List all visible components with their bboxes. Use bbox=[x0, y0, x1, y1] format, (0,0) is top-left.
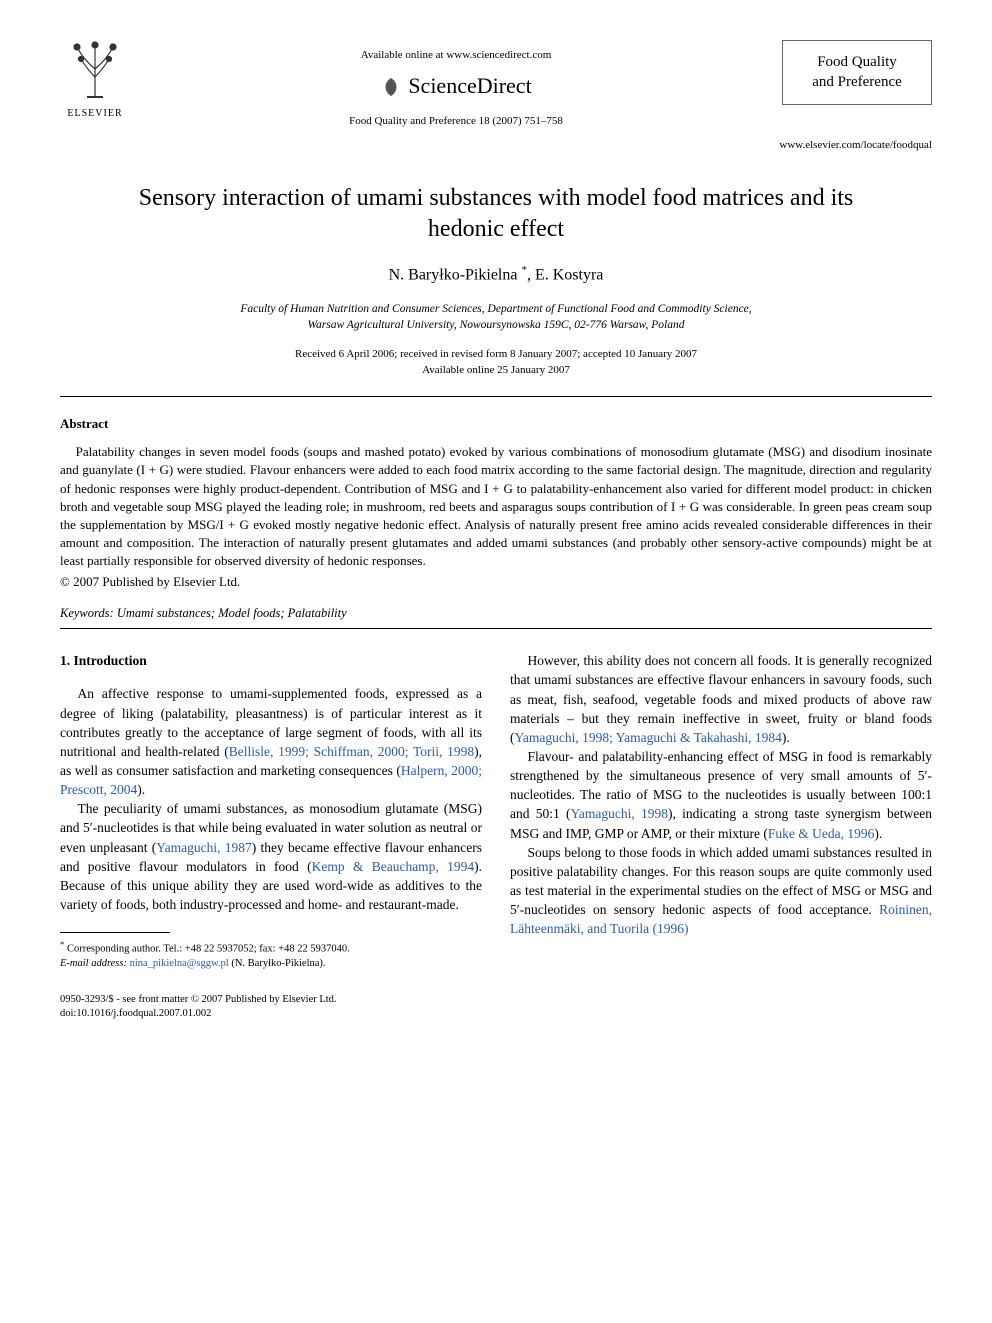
article-title: Sensory interaction of umami substances … bbox=[100, 183, 892, 245]
intro-para-2: The peculiarity of umami substances, as … bbox=[60, 799, 482, 914]
section-1-heading: 1. Introduction bbox=[60, 651, 482, 670]
footnote-line1: * Corresponding author. Tel.: +48 22 593… bbox=[60, 939, 482, 957]
intro-para-4: Flavour- and palatability-enhancing effe… bbox=[510, 747, 932, 843]
p4-text-c: ). bbox=[874, 826, 882, 841]
footnote-rule bbox=[60, 932, 170, 933]
keywords-value: Umami substances; Model foods; Palatabil… bbox=[117, 606, 347, 620]
author-line: N. Baryłko-Pikielna *, E. Kostyra bbox=[60, 263, 932, 287]
sciencedirect-brand: ScienceDirect bbox=[130, 71, 782, 102]
sciencedirect-icon bbox=[380, 76, 402, 98]
footnote-line2: E-mail address: nina_pikielna@sggw.pl (N… bbox=[60, 957, 482, 971]
affiliation-line1: Faculty of Human Nutrition and Consumer … bbox=[60, 301, 932, 317]
ref-yamaguchi-1987[interactable]: Yamaguchi, 1987 bbox=[156, 840, 252, 855]
left-column: 1. Introduction An affective response to… bbox=[60, 651, 482, 1021]
abstract-section: Abstract Palatability changes in seven m… bbox=[60, 415, 932, 591]
p1-text-c: ). bbox=[137, 782, 145, 797]
affiliation: Faculty of Human Nutrition and Consumer … bbox=[60, 301, 932, 333]
author-1: N. Baryłko-Pikielna bbox=[389, 267, 518, 284]
rule-above-abstract bbox=[60, 396, 932, 397]
footer-block: 0950-3293/$ - see front matter © 2007 Pu… bbox=[60, 993, 482, 1021]
ref-yamaguchi-1998-takahashi[interactable]: Yamaguchi, 1998; Yamaguchi & Takahashi, … bbox=[515, 730, 782, 745]
intro-para-1: An affective response to umami-supplemen… bbox=[60, 684, 482, 799]
affiliation-line2: Warsaw Agricultural University, Nowoursy… bbox=[60, 317, 932, 333]
journal-box-wrapper: Food Quality and Preference bbox=[782, 40, 932, 105]
journal-url[interactable]: www.elsevier.com/locate/foodqual bbox=[60, 138, 932, 153]
elsevier-publisher-name: ELSEVIER bbox=[67, 107, 122, 121]
footer-line2: doi:10.1016/j.foodqual.2007.01.002 bbox=[60, 1007, 482, 1021]
journal-name-line2: and Preference bbox=[799, 73, 915, 93]
rule-below-keywords bbox=[60, 628, 932, 629]
footer-line1: 0950-3293/$ - see front matter © 2007 Pu… bbox=[60, 993, 482, 1007]
intro-para-5: Soups belong to those foods in which add… bbox=[510, 843, 932, 939]
journal-title-box: Food Quality and Preference bbox=[782, 40, 932, 105]
ref-yamaguchi-1998[interactable]: Yamaguchi, 1998 bbox=[570, 806, 668, 821]
center-header: Available online at www.sciencedirect.co… bbox=[130, 40, 782, 130]
article-dates: Received 6 April 2006; received in revis… bbox=[60, 347, 932, 378]
abstract-copyright: © 2007 Published by Elsevier Ltd. bbox=[60, 573, 932, 591]
citation-line: Food Quality and Preference 18 (2007) 75… bbox=[130, 114, 782, 129]
keywords-label: Keywords: bbox=[60, 606, 114, 620]
tree-icon bbox=[65, 39, 125, 105]
sciencedirect-text: ScienceDirect bbox=[408, 71, 531, 102]
email-paren: (N. Baryłko-Pikielna). bbox=[231, 958, 325, 969]
journal-name-line1: Food Quality bbox=[799, 53, 915, 73]
available-online-text: Available online at www.sciencedirect.co… bbox=[130, 48, 782, 63]
email-label: E-mail address: bbox=[60, 958, 127, 969]
corresponding-mark: * bbox=[521, 264, 527, 276]
p3-text-b: ). bbox=[782, 730, 790, 745]
dates-line1: Received 6 April 2006; received in revis… bbox=[60, 347, 932, 362]
elsevier-logo: ELSEVIER bbox=[60, 40, 130, 120]
dates-line2: Available online 25 January 2007 bbox=[60, 363, 932, 378]
body-columns: 1. Introduction An affective response to… bbox=[60, 651, 932, 1021]
right-column: However, this ability does not concern a… bbox=[510, 651, 932, 1021]
email-link[interactable]: nina_pikielna@sggw.pl bbox=[130, 958, 229, 969]
abstract-body: Palatability changes in seven model food… bbox=[60, 443, 932, 570]
corresponding-footnote: * Corresponding author. Tel.: +48 22 593… bbox=[60, 939, 482, 971]
footnote-corresponding-text: Corresponding author. Tel.: +48 22 59370… bbox=[67, 944, 350, 955]
keywords-line: Keywords: Umami substances; Model foods;… bbox=[60, 605, 932, 623]
p5-text-a: Soups belong to those foods in which add… bbox=[510, 845, 932, 917]
footnote-mark: * bbox=[60, 939, 64, 949]
intro-para-3: However, this ability does not concern a… bbox=[510, 651, 932, 747]
ref-kemp-beauchamp[interactable]: Kemp & Beauchamp, 1994 bbox=[312, 859, 475, 874]
ref-bellisle-schiffman-torii[interactable]: Bellisle, 1999; Schiffman, 2000; Torii, … bbox=[229, 744, 474, 759]
abstract-heading: Abstract bbox=[60, 415, 932, 433]
ref-fuke-ueda[interactable]: Fuke & Ueda, 1996 bbox=[768, 826, 874, 841]
author-2: E. Kostyra bbox=[535, 267, 603, 284]
header-row: ELSEVIER Available online at www.science… bbox=[60, 40, 932, 130]
